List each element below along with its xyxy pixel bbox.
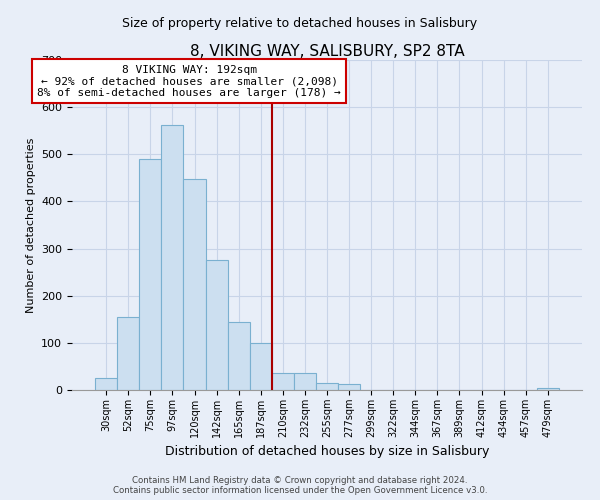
Text: Size of property relative to detached houses in Salisbury: Size of property relative to detached ho… [122,18,478,30]
Bar [117,317,139,390]
Bar [206,260,227,390]
X-axis label: Distribution of detached houses by size in Salisbury: Distribution of detached houses by size … [165,446,489,458]
Bar [250,343,272,390]
Bar [272,372,294,390]
Bar [338,384,360,390]
Text: 8 VIKING WAY: 192sqm
← 92% of detached houses are smaller (2,098)
8% of semi-det: 8 VIKING WAY: 192sqm ← 92% of detached h… [37,64,341,98]
Bar [161,124,184,390]
Y-axis label: Number of detached properties: Number of detached properties [26,138,35,312]
Bar [316,383,338,390]
Bar [139,159,161,390]
Title: 8, VIKING WAY, SALISBURY, SP2 8TA: 8, VIKING WAY, SALISBURY, SP2 8TA [190,44,464,59]
Bar [227,322,250,390]
Bar [294,372,316,390]
Bar [537,388,559,390]
Bar [184,180,206,390]
Bar [95,378,117,390]
Text: Contains HM Land Registry data © Crown copyright and database right 2024.
Contai: Contains HM Land Registry data © Crown c… [113,476,487,495]
